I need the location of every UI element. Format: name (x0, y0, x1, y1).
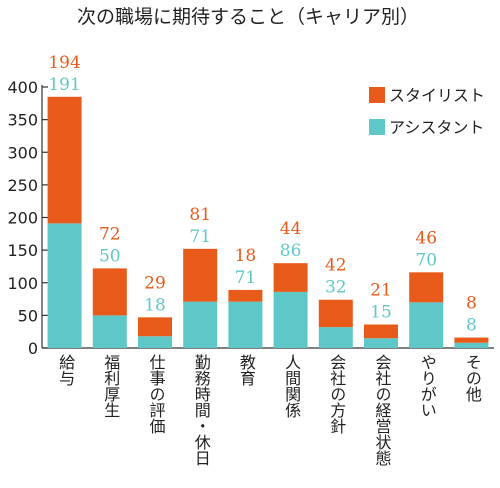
category-label: やりがい (418, 354, 437, 418)
bar-segment-assistant (454, 342, 489, 348)
y-tick-label: 100 (7, 274, 38, 293)
category-label: 勤務時間・休日 (192, 354, 211, 466)
data-label-assistant: 32 (325, 278, 347, 298)
data-label-assistant: 50 (99, 246, 121, 266)
legend-swatch (369, 87, 385, 103)
y-tick-label: 300 (7, 143, 38, 162)
y-tick-label: 150 (7, 241, 38, 260)
data-label-assistant: 191 (48, 75, 80, 95)
legend-swatch (369, 119, 385, 135)
bar-segment-assistant (318, 327, 353, 348)
category-label: 仕事の評価 (147, 354, 166, 434)
category-label: 福利厚生 (101, 354, 120, 418)
chart-title: 次の職場に期待すること（キャリア別） (77, 6, 419, 28)
data-label-stylist: 46 (415, 228, 437, 248)
data-label-stylist: 42 (325, 256, 347, 276)
bar-segment-stylist (318, 299, 353, 328)
data-label-assistant: 71 (189, 227, 211, 247)
data-label-stylist: 81 (189, 205, 211, 225)
bar-segment-stylist (273, 263, 308, 292)
category-label: 会社の方針 (327, 354, 346, 434)
y-tick-label: 350 (7, 111, 38, 130)
bar-segment-assistant (138, 336, 172, 348)
bar-segment-stylist (92, 268, 127, 316)
bar-segment-assistant (273, 291, 308, 348)
bar-segment-assistant (409, 302, 444, 348)
data-label-assistant: 8 (466, 316, 477, 336)
data-label-stylist: 21 (370, 281, 392, 301)
bar-segment-stylist (47, 96, 82, 224)
data-label-stylist: 29 (144, 273, 166, 293)
data-label-assistant: 15 (370, 303, 392, 323)
y-tick-label: 400 (7, 78, 38, 97)
category-label: その他 (463, 354, 482, 403)
bar-segment-stylist (364, 324, 398, 339)
data-label-assistant: 71 (235, 268, 257, 288)
bar-segment-assistant (183, 301, 218, 348)
bar-segment-assistant (47, 223, 82, 348)
y-tick-label: 50 (18, 306, 38, 325)
data-label-stylist: 44 (280, 219, 302, 239)
plot-area: 050100150200250300350400194191給与7250福利厚生… (7, 53, 494, 466)
data-label-stylist: 8 (466, 294, 477, 314)
y-tick-label: 0 (28, 339, 38, 358)
data-label-stylist: 194 (48, 53, 80, 73)
legend-label: スタイリスト (389, 86, 485, 105)
bar-segment-stylist (138, 317, 172, 337)
data-label-assistant: 86 (280, 241, 302, 261)
bar-segment-stylist (183, 248, 218, 302)
y-tick-label: 250 (7, 176, 38, 195)
data-label-stylist: 72 (99, 224, 121, 244)
bar-segment-assistant (364, 338, 398, 348)
data-label-stylist: 18 (235, 246, 257, 266)
bar-segment-stylist (454, 337, 489, 343)
data-label-assistant: 18 (144, 295, 166, 315)
data-label-assistant: 70 (415, 250, 437, 270)
bar-segment-assistant (92, 315, 127, 348)
category-label: 給与 (56, 354, 75, 386)
category-label: 人間関係 (282, 354, 301, 419)
category-label: 会社の経営状態 (373, 354, 392, 466)
legend-label: アシスタント (389, 118, 484, 137)
bar-segment-stylist (409, 272, 444, 303)
bar-segment-assistant (228, 301, 263, 348)
y-tick-label: 200 (7, 209, 38, 228)
bar-segment-stylist (228, 289, 263, 302)
category-label: 教育 (237, 354, 256, 387)
